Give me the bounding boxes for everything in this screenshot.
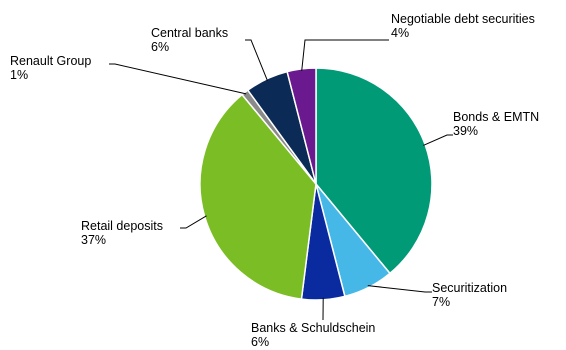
label-negotiable-debt-securities: Negotiable debt securities (391, 12, 535, 26)
leader-negotiable-debt-securities (301, 39, 389, 71)
pie-slices (199, 67, 433, 301)
leader-retail-deposits (180, 215, 207, 229)
value-label-retail-deposits: 37% (81, 233, 106, 247)
value-label-renault-group: 1% (10, 68, 28, 82)
leader-renault-group (109, 63, 247, 95)
value-label-securitization: 7% (432, 295, 450, 309)
label-retail-deposits: Retail deposits (81, 219, 163, 233)
label-securitization: Securitization (432, 281, 507, 295)
value-label-central-banks: 6% (151, 40, 169, 54)
value-label-bonds-and-emtn: 39% (453, 124, 478, 138)
label-central-banks: Central banks (151, 26, 228, 40)
leader-bonds-and-emtn (423, 134, 453, 146)
value-label-banks-and-schuldschein: 6% (251, 335, 269, 349)
label-leaders (109, 39, 453, 321)
label-bonds-and-emtn: Bonds & EMTN (453, 110, 539, 124)
label-banks-and-schuldschein: Banks & Schuldschein (251, 321, 375, 335)
label-renault-group: Renault Group (10, 54, 91, 68)
value-label-negotiable-debt-securities: 4% (391, 26, 409, 40)
leader-securitization (367, 285, 432, 293)
leader-central-banks (245, 39, 268, 81)
